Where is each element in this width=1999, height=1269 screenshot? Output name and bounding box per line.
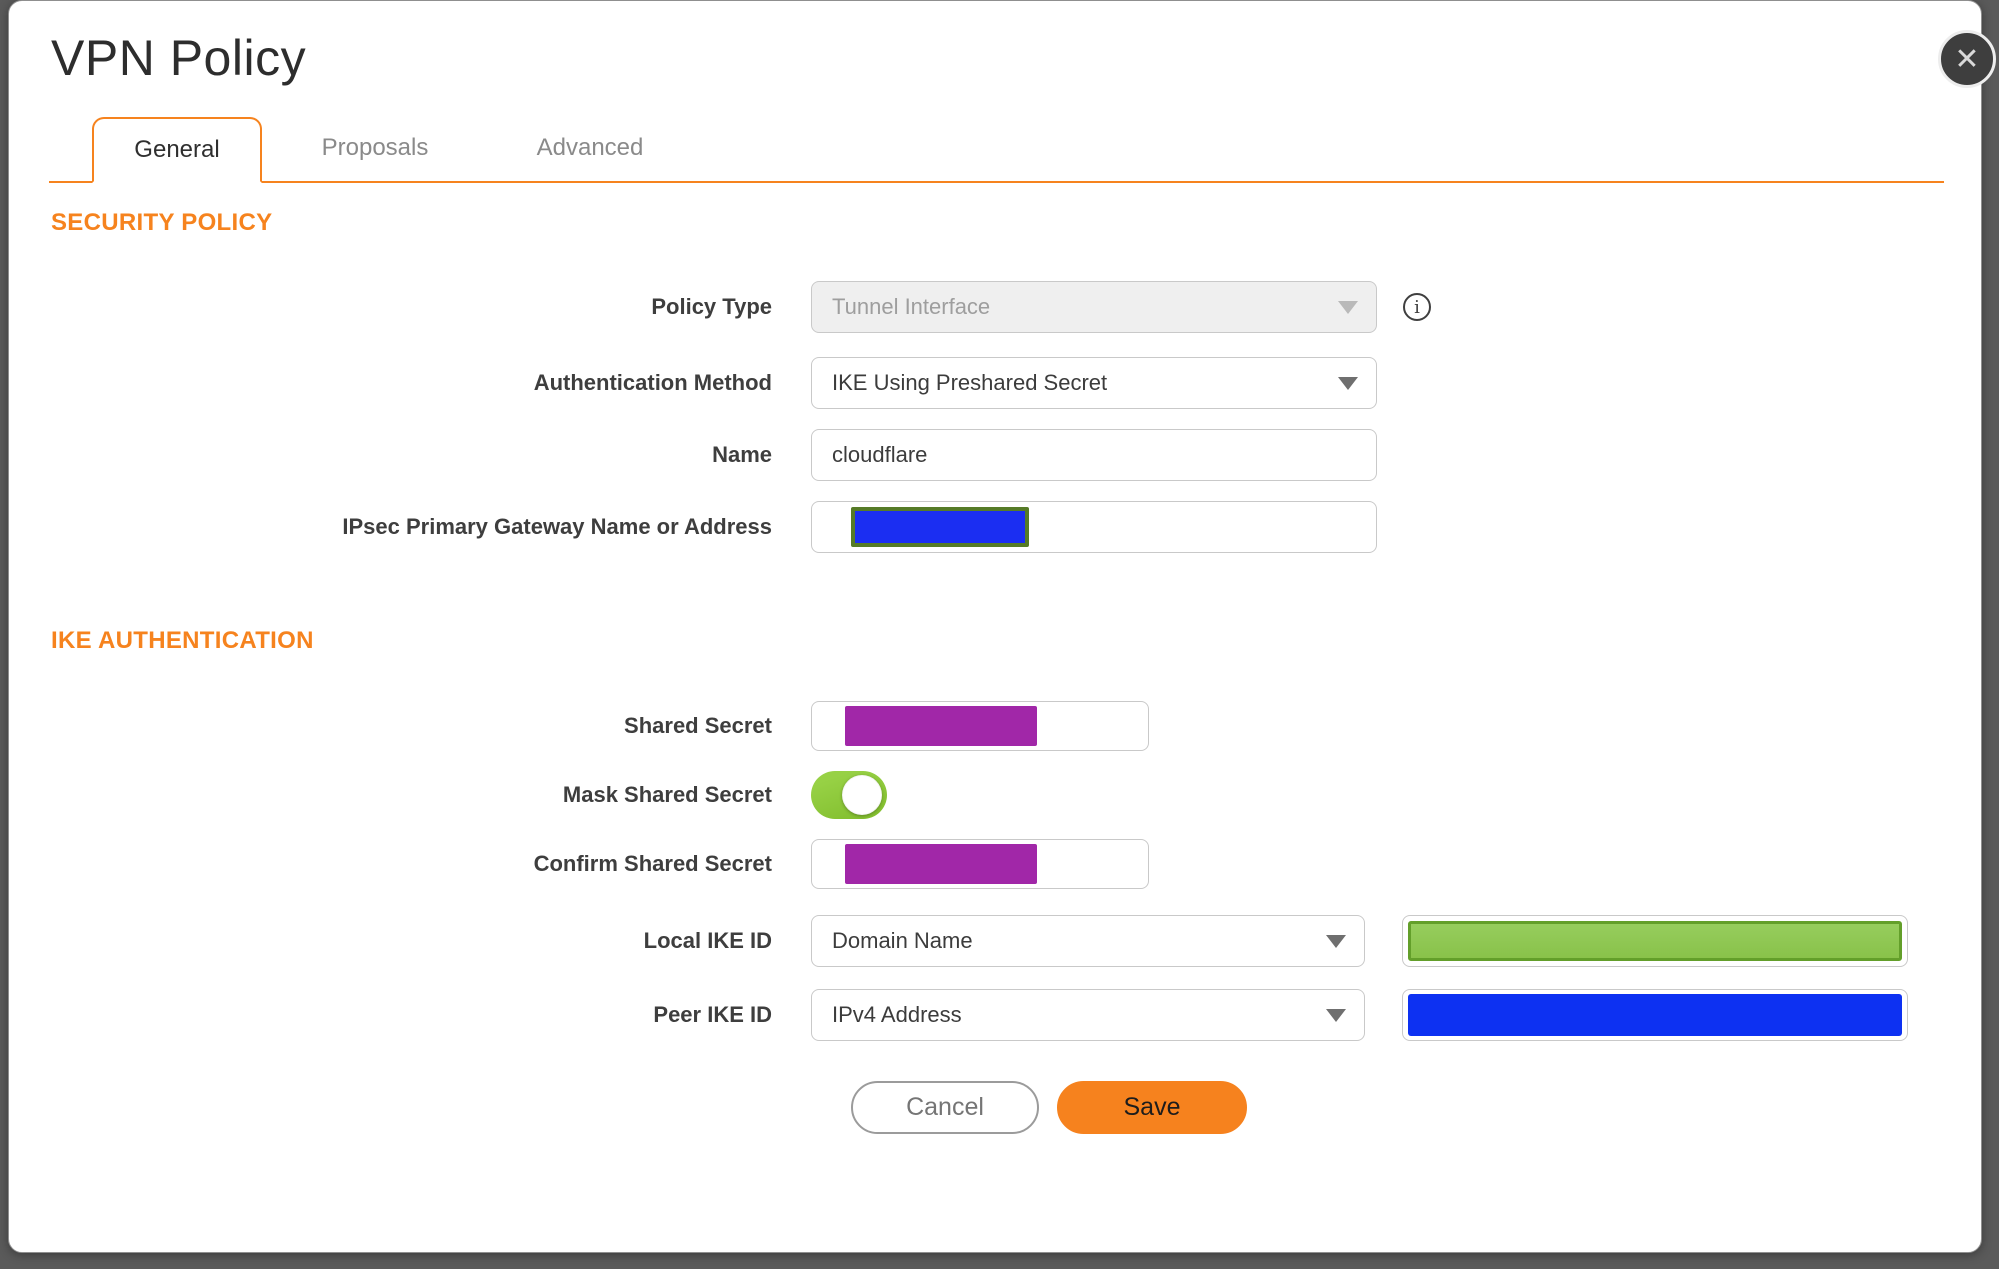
local-ike-id-row: Local IKE ID Domain Name: [9, 915, 1981, 967]
confirm-shared-secret-label: Confirm Shared Secret: [533, 851, 772, 876]
chevron-down-icon: [1326, 934, 1346, 948]
gateway-label: IPsec Primary Gateway Name or Address: [342, 514, 772, 539]
policy-type-value: Tunnel Interface: [832, 294, 991, 319]
shared-secret-input[interactable]: [811, 701, 1149, 751]
chevron-down-icon: [1338, 376, 1358, 390]
authentication-method-select[interactable]: IKE Using Preshared Secret: [811, 357, 1377, 409]
gateway-row: IPsec Primary Gateway Name or Address: [9, 501, 1981, 553]
authentication-method-value: IKE Using Preshared Secret: [832, 370, 1108, 395]
toggle-knob: [842, 775, 882, 815]
cancel-button[interactable]: Cancel: [851, 1081, 1039, 1134]
policy-type-select: Tunnel Interface: [811, 281, 1377, 333]
section-heading-security-policy: SECURITY POLICY: [51, 209, 273, 236]
name-label: Name: [712, 442, 772, 467]
peer-ike-id-type-value: IPv4 Address: [832, 1002, 962, 1027]
peer-ike-id-row: Peer IKE ID IPv4 Address: [9, 989, 1981, 1041]
mask-shared-secret-toggle[interactable]: [811, 771, 887, 819]
shared-secret-row: Shared Secret: [9, 701, 1981, 751]
redacted-shared-secret-block: [845, 706, 1037, 746]
shared-secret-label: Shared Secret: [624, 713, 772, 738]
policy-type-row: Policy Type Tunnel Interface i: [9, 281, 1981, 333]
redacted-gateway-value-block: [851, 507, 1029, 547]
name-row: Name cloudflare: [9, 429, 1981, 481]
peer-ike-id-label: Peer IKE ID: [653, 1002, 772, 1027]
local-ike-id-type-value: Domain Name: [832, 928, 973, 953]
local-ike-id-value-input[interactable]: [1402, 915, 1908, 967]
policy-type-label: Policy Type: [651, 294, 772, 319]
mask-shared-secret-label: Mask Shared Secret: [562, 782, 772, 807]
name-value: cloudflare: [832, 442, 928, 467]
authentication-method-label: Authentication Method: [533, 370, 772, 395]
confirm-shared-secret-row: Confirm Shared Secret: [9, 839, 1981, 889]
name-input[interactable]: cloudflare: [811, 429, 1377, 481]
section-heading-ike-authentication: IKE AUTHENTICATION: [51, 627, 314, 654]
confirm-shared-secret-input[interactable]: [811, 839, 1149, 889]
tab-general[interactable]: General: [92, 117, 262, 183]
chevron-down-icon: [1326, 1008, 1346, 1022]
redacted-peer-ike-id-block: [1408, 994, 1902, 1036]
local-ike-id-select[interactable]: Domain Name: [811, 915, 1365, 967]
tab-advanced[interactable]: Advanced: [536, 134, 644, 161]
vpn-policy-dialog: VPN Policy General Proposals Advanced SE…: [8, 0, 1982, 1253]
local-ike-id-label: Local IKE ID: [643, 928, 772, 953]
peer-ike-id-select[interactable]: IPv4 Address: [811, 989, 1365, 1041]
info-icon[interactable]: i: [1403, 293, 1431, 321]
tab-proposals[interactable]: Proposals: [321, 134, 429, 161]
tab-bar: General Proposals Advanced: [49, 113, 1944, 183]
gateway-input[interactable]: [811, 501, 1377, 553]
authentication-method-row: Authentication Method IKE Using Preshare…: [9, 357, 1981, 409]
close-icon[interactable]: ✕: [1938, 30, 1996, 88]
redacted-confirm-secret-block: [845, 844, 1037, 884]
save-button[interactable]: Save: [1057, 1081, 1247, 1134]
redacted-local-ike-id-block: [1408, 921, 1902, 961]
dialog-button-row: Cancel Save: [851, 1081, 1981, 1134]
chevron-down-icon: [1338, 300, 1358, 314]
page-title: VPN Policy: [51, 30, 307, 86]
peer-ike-id-value-input[interactable]: [1402, 989, 1908, 1041]
mask-shared-secret-row: Mask Shared Secret: [9, 771, 1981, 819]
